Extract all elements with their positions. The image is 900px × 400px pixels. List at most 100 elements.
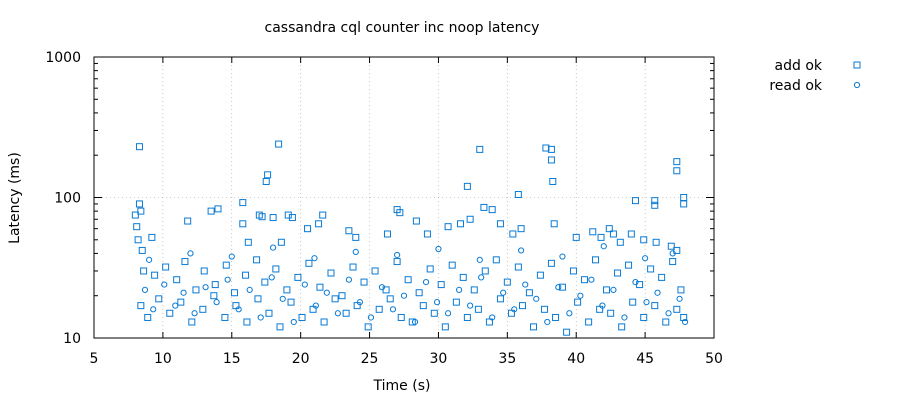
data-point-add-ok (338, 292, 346, 300)
data-point-add-ok (137, 207, 145, 215)
legend-label-read-ok: read ok (769, 78, 823, 94)
data-point-add-ok (166, 309, 174, 317)
data-point-add-ok (609, 230, 617, 238)
data-point-add-ok (244, 238, 252, 246)
data-point-add-ok (618, 323, 626, 331)
data-point-add-ok (631, 197, 639, 205)
data-point-add-ok (667, 242, 675, 250)
x-tick-label: 35 (498, 351, 516, 367)
y-tick-label: 10 (63, 331, 81, 347)
data-point-add-ok (652, 238, 660, 246)
data-point-add-ok (592, 256, 600, 264)
data-point-add-ok (541, 305, 549, 313)
x-tick-label: 5 (90, 351, 99, 367)
data-point-add-ok (636, 281, 644, 289)
data-point-add-ok (419, 302, 427, 310)
data-point-read-ok (411, 318, 419, 326)
x-tick-label: 25 (361, 351, 379, 367)
data-point-add-ok (386, 295, 394, 303)
data-point-read-ok (559, 253, 566, 260)
data-point-add-ok (408, 318, 416, 326)
data-point-add-ok (275, 140, 283, 148)
data-point-add-ok (673, 167, 681, 175)
data-point-read-ok (352, 248, 359, 256)
data-point-read-ok (500, 289, 507, 296)
data-point-add-ok (294, 273, 302, 281)
data-point-add-ok (651, 197, 659, 205)
data-point-add-ok (662, 318, 670, 326)
data-point-add-ok (200, 267, 208, 275)
data-point-add-ok (181, 258, 189, 266)
x-axis-label: Time (s) (373, 378, 431, 394)
x-axis: 5 10 15 20 25 30 35 40 45 50 (90, 57, 723, 367)
x-tick-label: 50 (705, 351, 723, 367)
x-tick-label: 15 (223, 351, 241, 367)
data-point-add-ok (585, 318, 593, 326)
data-point-read-ok (389, 306, 397, 313)
data-point-add-ok (283, 286, 291, 294)
data-point-read-ok (213, 299, 220, 306)
data-point-add-ok (496, 220, 504, 228)
data-point-add-ok (547, 156, 555, 164)
data-point-add-ok (288, 214, 296, 222)
data-point-add-ok (547, 145, 555, 153)
data-point-add-ok (629, 298, 637, 306)
data-point-add-ok (673, 158, 681, 166)
data-point-add-ok (188, 318, 196, 326)
data-point-add-ok (222, 261, 230, 269)
data-point-add-ok (448, 261, 456, 269)
data-point-add-ok (162, 263, 170, 271)
data-point-add-ok (476, 145, 484, 153)
data-point-add-ok (625, 261, 633, 269)
data-point-read-ok (621, 314, 628, 321)
y-tick-label: 100 (54, 191, 81, 207)
data-point-add-ok (342, 309, 350, 317)
data-point-add-ok (444, 223, 452, 231)
data-point-add-ok (415, 289, 423, 297)
x-tick-label: 10 (154, 351, 172, 367)
data-point-add-ok (138, 246, 146, 254)
data-point-add-ok (144, 313, 152, 321)
data-point-add-ok (558, 283, 566, 291)
data-point-add-ok (254, 295, 262, 303)
data-point-add-ok (563, 328, 571, 336)
data-point-add-ok (514, 263, 522, 271)
data-point-add-ok (331, 295, 339, 303)
data-point-add-ok (680, 200, 688, 208)
x-tick-label: 40 (567, 351, 585, 367)
data-point-read-ok (161, 281, 168, 288)
data-point-read-ok (301, 281, 308, 288)
data-point-add-ok (151, 271, 159, 279)
data-point-add-ok (304, 225, 312, 233)
data-point-add-ok (207, 207, 215, 215)
data-point-add-ok (466, 215, 474, 223)
data-point-add-ok (404, 276, 412, 284)
data-point-read-ok (610, 286, 617, 293)
data-point-read-ok (279, 295, 286, 302)
data-point-add-ok (155, 295, 163, 303)
data-point-read-ok (665, 310, 672, 317)
data-point-add-ok (492, 256, 500, 264)
data-point-read-ok (394, 251, 401, 259)
data-point-read-ok (323, 289, 330, 296)
data-point-add-ok (393, 258, 401, 266)
data-point-add-ok (298, 313, 306, 321)
data-point-add-ok (459, 273, 467, 281)
data-point-add-ok (463, 182, 471, 190)
data-point-read-ok (180, 289, 187, 296)
data-point-add-ok (651, 201, 659, 209)
data-point-add-ok (572, 233, 580, 241)
data-point-add-ok (627, 230, 635, 238)
data-point-add-ok (430, 309, 438, 317)
data-point-add-ok (133, 223, 141, 231)
data-point-read-ok (456, 286, 463, 293)
data-point-read-ok (642, 255, 649, 262)
data-point-read-ok (422, 278, 430, 286)
data-point-read-ok (172, 302, 179, 309)
data-point-read-ok (400, 292, 408, 299)
data-point-add-ok (327, 269, 335, 277)
data-point-add-ok (474, 305, 482, 313)
data-point-add-ok (242, 271, 250, 279)
data-point-add-ok (253, 256, 261, 264)
